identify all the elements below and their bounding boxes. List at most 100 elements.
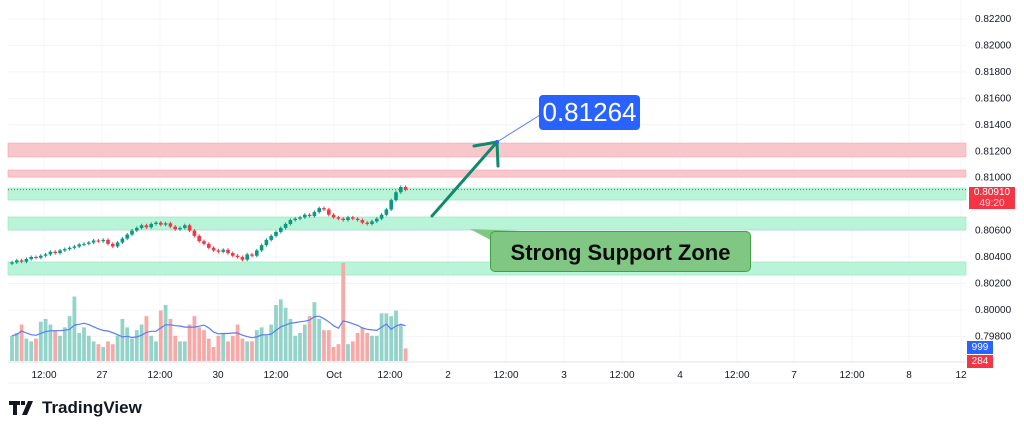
volume-bar — [269, 324, 274, 361]
resistance-zone[interactable] — [7, 169, 967, 178]
time-tick: 12:00 — [263, 370, 288, 381]
volume-bar — [226, 341, 230, 361]
candle-body — [202, 241, 206, 244]
chart-canvas[interactable]: 0.82200 0.82000 0.81800 0.81600 0.81400 0.812… — [0, 0, 1024, 390]
target-price-label[interactable]: 0.81264 — [539, 95, 640, 130]
candle-body — [91, 240, 96, 243]
volume-bar — [365, 332, 370, 361]
candle-body — [403, 186, 408, 190]
time-axis[interactable]: 12:00 27 12:00 30 12:00 Oct 12:00 2 12:00 3 12:00 4… — [8, 361, 967, 384]
volume-bar — [264, 335, 269, 361]
candle-body — [226, 249, 230, 254]
time-tick: 27 — [96, 370, 108, 381]
volume-bar — [192, 316, 197, 361]
candle-body — [24, 259, 29, 262]
volume-bar — [360, 327, 365, 361]
candle-body — [375, 218, 379, 222]
candle-body — [365, 222, 369, 224]
price-axis[interactable]: 0.82200 0.82000 0.81800 0.81600 0.81400 0.812… — [975, 14, 1012, 342]
volume-bar — [187, 324, 192, 361]
candle-body — [240, 257, 245, 260]
volume-bar — [101, 346, 106, 361]
volume-bar — [178, 341, 182, 361]
volume-bar — [82, 327, 86, 361]
candle-body — [255, 250, 259, 256]
candle-body — [288, 220, 293, 224]
candle-body — [245, 254, 249, 260]
candle-body — [115, 242, 120, 247]
volume-bar — [29, 341, 34, 361]
volume-bar — [86, 335, 91, 361]
volume-bar — [398, 324, 403, 361]
arrow-anchor — [495, 140, 499, 144]
candle-body — [264, 239, 269, 246]
time-tick: 8 — [906, 370, 912, 381]
volume-bar — [250, 341, 254, 361]
support-zone[interactable] — [7, 261, 967, 276]
volume-bar — [403, 348, 408, 361]
candle-body — [197, 235, 201, 242]
candle-body — [130, 230, 134, 235]
current-price-badge: 0.80910 49:20 — [969, 187, 1015, 209]
volume-bar — [374, 335, 379, 361]
candle-body — [39, 255, 43, 258]
volume-bar — [394, 310, 398, 361]
volume-bar — [115, 335, 120, 361]
price-tick: 0.81000 — [975, 173, 1012, 184]
candle-body — [87, 242, 91, 244]
candle-body — [10, 262, 14, 264]
time-tick: 12:00 — [724, 370, 749, 381]
time-tick: 12 — [955, 370, 967, 381]
price-tick: 0.81200 — [975, 146, 1012, 157]
candle-body — [307, 214, 312, 217]
volume-bar — [331, 346, 336, 361]
volume-bar — [106, 341, 110, 361]
price-tick: 0.80000 — [975, 305, 1012, 316]
time-tick: Oct — [326, 370, 342, 381]
volume-bar — [355, 332, 360, 361]
candle-body — [192, 230, 197, 236]
volume-bar — [139, 324, 144, 361]
volume-bar — [312, 302, 317, 361]
candle-body — [187, 225, 192, 231]
volume-bar — [302, 324, 307, 361]
price-tick: 0.82000 — [975, 40, 1012, 51]
time-tick: 3 — [561, 370, 567, 381]
candle-body — [389, 200, 393, 210]
tradingview-logo[interactable]: TradingView — [9, 398, 142, 418]
volume-bar — [125, 327, 130, 361]
candle-body — [250, 254, 254, 256]
candle-body — [317, 208, 321, 213]
candle-body — [63, 249, 67, 251]
candle-body — [355, 218, 360, 221]
volume-bar — [341, 262, 346, 361]
candle-body — [336, 217, 341, 219]
volume-bar — [43, 318, 48, 361]
candle-body — [221, 249, 225, 252]
zones — [7, 142, 967, 276]
candle-body — [29, 257, 33, 260]
candle-body — [327, 209, 331, 215]
volume-bar — [206, 338, 211, 361]
volume-bars — [10, 262, 408, 361]
support-zone-callout[interactable]: Strong Support Zone — [490, 231, 751, 272]
candle-body — [135, 227, 139, 231]
bar-countdown: 49:20 — [979, 198, 1005, 209]
candle-body — [235, 255, 240, 258]
candle-body — [394, 192, 398, 201]
support-zone[interactable] — [7, 187, 967, 201]
volume-bar — [216, 335, 221, 361]
candle-body — [351, 217, 355, 219]
candle-body — [82, 243, 86, 245]
volume-bar — [389, 316, 394, 361]
candle-body — [379, 214, 384, 219]
volume-bar — [58, 335, 62, 361]
volume-bar — [38, 321, 43, 361]
volume-bar — [197, 327, 202, 361]
time-tick: 12:00 — [609, 370, 634, 381]
volume-bar — [163, 304, 168, 361]
volume-bar — [10, 335, 14, 361]
candle-body — [293, 218, 297, 221]
price-tick: 0.81600 — [975, 93, 1012, 104]
candle-body — [43, 254, 48, 256]
